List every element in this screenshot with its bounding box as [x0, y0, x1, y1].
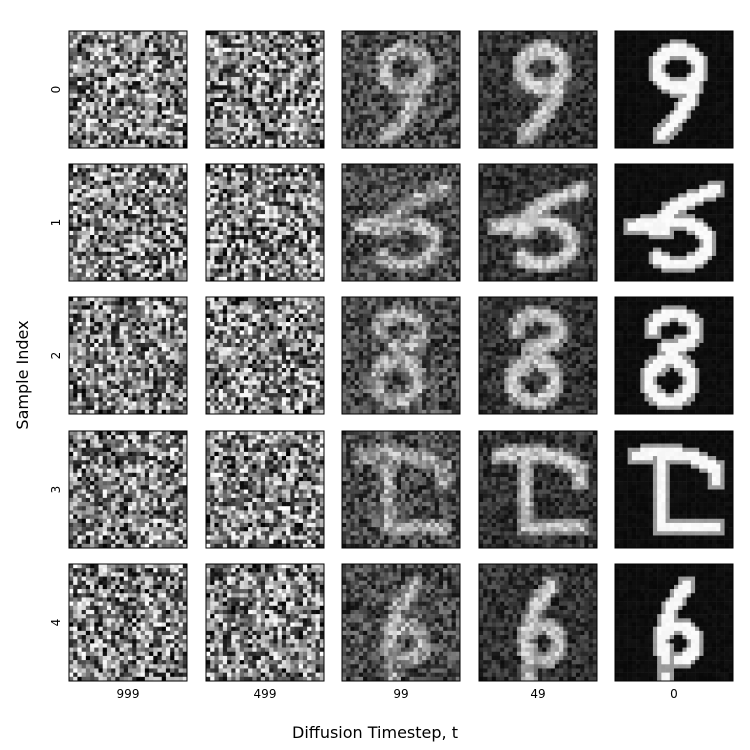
image-frame	[68, 30, 188, 149]
sample-1-t-999-image	[68, 163, 188, 282]
y-axis-label: Sample Index	[13, 320, 32, 429]
x-axis-label: Diffusion Timestep, t	[292, 723, 458, 742]
image-frame	[614, 163, 734, 282]
sample-4-t-0-image	[614, 563, 734, 682]
image-frame	[478, 430, 598, 549]
sample-2-t-999-image	[68, 296, 188, 415]
sample-3-t-499-image	[205, 430, 325, 549]
sample-1-t-499-image	[205, 163, 325, 282]
y-tick-label: 4	[49, 619, 63, 627]
image-frame	[68, 430, 188, 549]
x-tick-label: 49	[530, 687, 545, 701]
sample-3-t-999-image	[68, 430, 188, 549]
image-frame	[341, 296, 461, 415]
image-frame	[205, 296, 325, 415]
sample-4-t-49-image	[478, 563, 598, 682]
sample-2-t-49-image	[478, 296, 598, 415]
image-frame	[341, 430, 461, 549]
image-frame	[341, 30, 461, 149]
image-frame	[205, 563, 325, 682]
sample-1-t-99-image	[341, 163, 461, 282]
sample-3-t-99-image	[341, 430, 461, 549]
sample-2-t-99-image	[341, 296, 461, 415]
image-frame	[68, 563, 188, 682]
x-tick-labels: 999 499 99 49 0	[117, 687, 678, 701]
image-frame	[205, 163, 325, 282]
sample-4-t-999-image	[68, 563, 188, 682]
image-frame	[205, 430, 325, 549]
image-frame	[478, 296, 598, 415]
sample-4-t-99-image	[341, 563, 461, 682]
image-frame	[68, 296, 188, 415]
image-grid	[68, 30, 734, 682]
image-frame	[205, 30, 325, 149]
sample-0-t-99-image	[341, 30, 461, 149]
sample-3-t-0-image	[614, 430, 734, 549]
image-frame	[478, 163, 598, 282]
sample-2-t-0-image	[614, 296, 734, 415]
y-tick-labels: 0 1 2 3 4	[49, 86, 63, 627]
sample-1-t-0-image	[614, 163, 734, 282]
sample-0-t-0-image	[614, 30, 734, 149]
x-tick-label: 0	[670, 687, 678, 701]
image-frame	[614, 563, 734, 682]
x-tick-label: 99	[393, 687, 408, 701]
y-tick-label: 3	[49, 486, 63, 494]
image-frame	[614, 430, 734, 549]
y-tick-label: 1	[49, 219, 63, 227]
sample-4-t-499-image	[205, 563, 325, 682]
y-tick-label: 2	[49, 352, 63, 360]
image-frame	[478, 30, 598, 149]
sample-3-t-49-image	[478, 430, 598, 549]
sample-1-t-49-image	[478, 163, 598, 282]
y-tick-label: 0	[49, 86, 63, 94]
x-tick-label: 499	[254, 687, 277, 701]
sample-0-t-999-image	[68, 30, 188, 149]
image-frame	[614, 296, 734, 415]
image-frame	[478, 563, 598, 682]
image-frame	[341, 163, 461, 282]
sample-0-t-499-image	[205, 30, 325, 149]
sample-0-t-49-image	[478, 30, 598, 149]
sample-2-t-499-image	[205, 296, 325, 415]
image-frame	[68, 163, 188, 282]
x-tick-label: 999	[117, 687, 140, 701]
image-frame	[614, 30, 734, 149]
image-frame	[341, 563, 461, 682]
